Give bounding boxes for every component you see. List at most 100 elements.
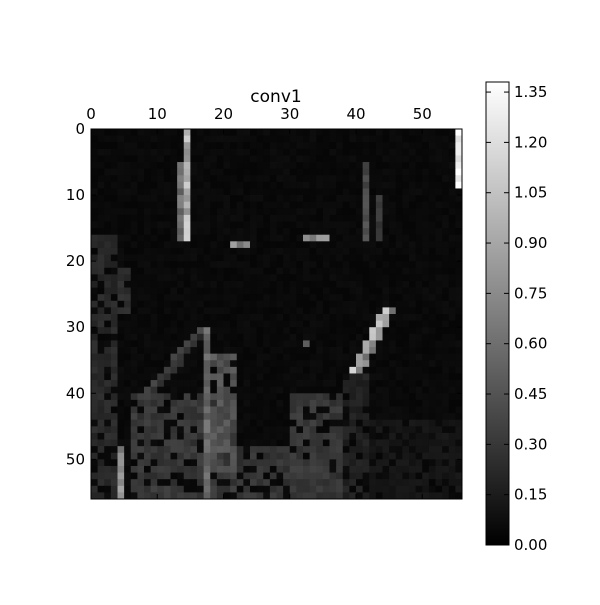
heatmap-cell [428,195,436,203]
heatmap-cell [409,247,417,255]
heatmap-cell [316,214,324,222]
heatmap-cell [435,446,443,454]
heatmap-cell [91,485,99,493]
heatmap-cell [303,148,311,156]
colorbar-axis: 0.000.150.300.450.600.750.901.051.201.35 [486,83,547,554]
heatmap-cell [236,413,244,421]
heatmap-cell [289,360,297,368]
heatmap-cell [210,360,218,368]
heatmap-cell [455,208,463,216]
heatmap-cell [362,274,370,282]
heatmap-cell [170,353,178,361]
heatmap-cell [210,188,218,196]
heatmap-cell [150,353,158,361]
heatmap-cell [442,300,450,308]
heatmap-cell [342,267,350,275]
heatmap-cell [422,208,430,216]
heatmap-cell [117,274,125,282]
heatmap-cell [422,201,430,209]
heatmap-cell [276,148,284,156]
heatmap-cell [455,353,463,361]
heatmap-cell [269,181,277,189]
heatmap-cell [104,399,112,407]
heatmap-cell [223,479,231,487]
heatmap-cell [256,274,264,282]
heatmap-cell [163,459,171,467]
heatmap-cell [329,452,337,460]
heatmap-cell [415,386,423,394]
heatmap-cell [223,465,231,473]
heatmap-cell [110,459,118,467]
heatmap-cell [322,267,330,275]
heatmap-cell [230,452,238,460]
heatmap-cell [250,287,258,295]
heatmap-cell [150,426,158,434]
heatmap-cell [150,234,158,242]
heatmap-cell [276,208,284,216]
heatmap-cell [104,327,112,335]
heatmap-cell [177,234,185,242]
heatmap-cell [289,353,297,361]
heatmap-cell [210,347,218,355]
heatmap-cell [409,274,417,282]
heatmap-cell [243,162,251,170]
heatmap-cell [382,399,390,407]
heatmap-cell [216,465,224,473]
heatmap-cell [369,155,377,163]
heatmap-cell [455,155,463,163]
heatmap-cell [395,208,403,216]
heatmap-cell [349,393,357,401]
heatmap-cell [395,280,403,288]
heatmap-cell [296,208,304,216]
heatmap-cell [409,314,417,322]
heatmap-cell [243,406,251,414]
heatmap-cell [243,247,251,255]
heatmap-cell [170,155,178,163]
heatmap-cell [448,267,456,275]
heatmap-cell [97,485,105,493]
heatmap-cell [150,492,158,500]
heatmap-cell [283,234,291,242]
heatmap-cell [402,287,410,295]
heatmap-cell [382,459,390,467]
heatmap-cell [448,393,456,401]
heatmap-cell [276,261,284,269]
heatmap-cell [216,399,224,407]
heatmap-cell [117,175,125,183]
heatmap-cell [402,333,410,341]
heatmap-cell [216,340,224,348]
heatmap-cell [349,247,357,255]
heatmap-cell [183,432,191,440]
heatmap-cell [422,465,430,473]
heatmap-cell [329,261,337,269]
heatmap-cell [389,188,397,196]
heatmap-cell [289,208,297,216]
heatmap-cell [197,181,205,189]
heatmap-cell [263,485,271,493]
heatmap-cell [183,287,191,295]
heatmap-cell [223,426,231,434]
heatmap-cell [448,148,456,156]
heatmap-cell [442,307,450,315]
heatmap-cell [150,399,158,407]
heatmap-cell [283,419,291,427]
heatmap-cell [283,135,291,143]
heatmap-cell [289,261,297,269]
heatmap-cell [104,366,112,374]
heatmap-cell [349,175,357,183]
heatmap-cell [442,353,450,361]
heatmap-cell [336,214,344,222]
heatmap-cell [157,247,165,255]
heatmap-cell [190,386,198,394]
heatmap-cell [210,353,218,361]
heatmap-cell [203,380,211,388]
heatmap-cell [316,155,324,163]
heatmap-cell [110,214,118,222]
heatmap-cell [442,432,450,440]
heatmap-cell [428,485,436,493]
heatmap-cell [150,314,158,322]
heatmap-cell [336,234,344,242]
heatmap-cell [336,465,344,473]
heatmap-cell [415,353,423,361]
heatmap-cell [190,201,198,209]
